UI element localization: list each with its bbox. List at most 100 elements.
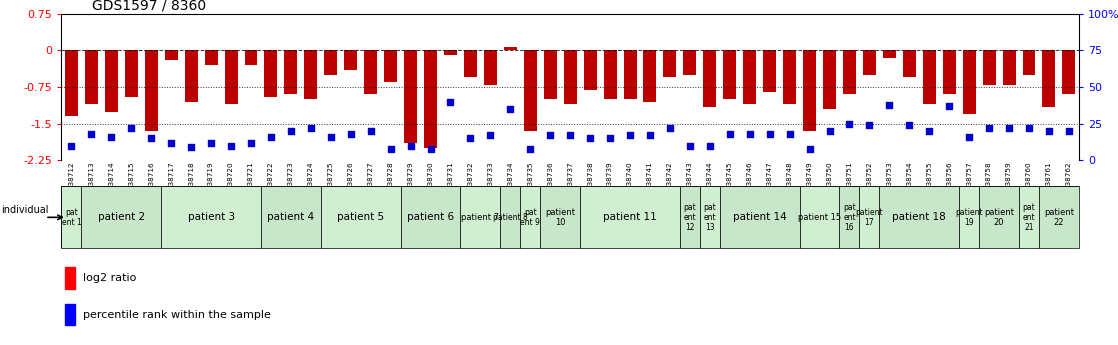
Bar [959,186,979,248]
Bar [1018,186,1039,248]
Bar [504,47,517,50]
Bar [783,50,796,104]
Bar [840,186,860,248]
Bar [942,50,956,95]
Point [721,131,739,137]
Bar [265,50,277,97]
Text: patient 2: patient 2 [97,213,145,222]
Bar [385,50,397,82]
Point [900,122,918,128]
Text: pat
ent 9: pat ent 9 [520,208,540,227]
Text: pat
ent 1: pat ent 1 [61,208,82,227]
Bar [65,50,78,117]
Point [222,143,240,148]
Point [342,131,360,137]
Bar [324,50,338,75]
Point [1020,125,1038,131]
Point [142,136,160,141]
Point [421,146,439,151]
Bar [903,50,916,77]
Point [381,146,399,151]
Point [262,134,280,140]
Text: patient 6: patient 6 [407,213,454,222]
Text: patient 15: patient 15 [798,213,841,222]
Bar [524,50,537,131]
Point [362,128,380,134]
Text: patient 7: patient 7 [462,213,500,222]
Bar [105,50,117,111]
Point [1001,125,1018,131]
Text: patient
17: patient 17 [855,208,883,227]
Point [701,143,719,148]
Bar [983,50,996,85]
Point [561,133,579,138]
Bar [161,186,260,248]
Bar [184,50,198,102]
Bar [65,304,75,325]
Bar [823,50,836,109]
Point [482,133,500,138]
Point [661,125,679,131]
Bar [225,50,237,104]
Bar [125,50,138,97]
Point [462,136,480,141]
Bar [1042,50,1055,107]
Point [821,128,838,134]
Point [622,133,639,138]
Point [920,128,938,134]
Point [741,131,759,137]
Point [681,143,699,148]
Point [442,99,459,105]
Point [182,145,200,150]
Point [501,106,519,112]
Bar [1023,50,1035,75]
Bar [1062,50,1076,95]
Text: GDS1597 / 8360: GDS1597 / 8360 [92,0,206,13]
Text: individual: individual [1,205,49,215]
Bar [400,186,461,248]
Bar [720,186,799,248]
Bar [344,50,358,70]
Text: patient
10: patient 10 [546,208,575,227]
Text: pat
ent
16: pat ent 16 [843,203,856,231]
Text: patient 8: patient 8 [493,213,528,222]
Bar [963,50,976,114]
Text: patient 14: patient 14 [732,213,787,222]
Bar [461,186,501,248]
Bar [580,186,680,248]
Point [202,140,220,146]
Bar [880,186,959,248]
Point [940,104,958,109]
Point [601,136,619,141]
Point [1060,128,1078,134]
Bar [464,50,477,77]
Bar [85,50,98,104]
Point [521,146,539,151]
Point [541,133,559,138]
Bar [501,186,520,248]
Bar [260,186,321,248]
Point [641,133,659,138]
Point [581,136,599,141]
Bar [364,50,377,95]
Text: pat
ent
13: pat ent 13 [703,203,717,231]
Bar [604,50,616,99]
Bar [700,186,720,248]
Point [63,143,80,148]
Bar [444,50,457,55]
Point [401,143,419,148]
Text: patient
20: patient 20 [984,208,1014,227]
Bar [860,186,880,248]
Point [980,125,998,131]
Bar [644,50,656,102]
Bar [1039,186,1079,248]
Bar [863,50,875,75]
Text: pat
ent
21: pat ent 21 [1023,203,1035,231]
Text: patient 18: patient 18 [892,213,946,222]
Bar [803,50,816,131]
Bar [883,50,896,58]
Text: patient
22: patient 22 [1044,208,1074,227]
Bar [404,50,417,143]
Bar [743,50,756,104]
Bar [563,50,577,104]
